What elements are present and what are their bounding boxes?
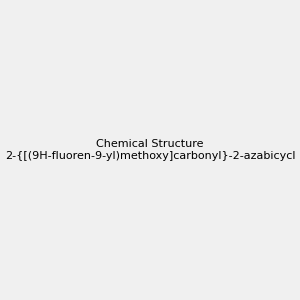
Text: Chemical Structure
2-{[(9H-fluoren-9-yl)methoxy]carbonyl}-2-azabicycl: Chemical Structure 2-{[(9H-fluoren-9-yl)… xyxy=(5,139,295,161)
